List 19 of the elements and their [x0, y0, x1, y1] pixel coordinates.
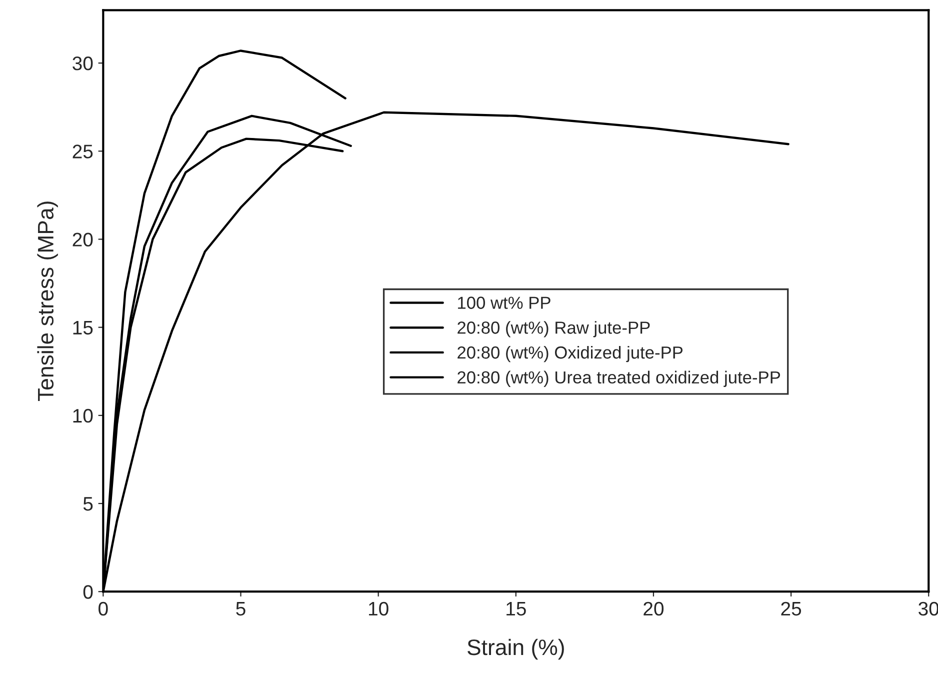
x-tick-label: 5 — [236, 602, 246, 616]
y-tick-label: 5 — [83, 497, 93, 511]
legend-label: 20:80 (wt%) Urea treated oxidized jute-PP — [458, 370, 780, 387]
x-tick-label: 0 — [98, 602, 108, 616]
legend-label: 20:80 (wt%) Oxidized jute-PP — [458, 346, 683, 362]
y-tick-label: 25 — [72, 144, 93, 158]
y-tick-label: 0 — [83, 585, 93, 599]
x-tick-label: 25 — [781, 602, 802, 616]
y-axis-title: Tensile stress (MPa) — [37, 202, 58, 402]
legend-label: 100 wt% PP — [458, 296, 550, 309]
y-tick-label: 10 — [73, 408, 93, 423]
x-axis-title: Strain (%) — [468, 638, 564, 660]
x-tick-label: 15 — [506, 602, 526, 616]
y-tick-label: 15 — [73, 320, 93, 335]
x-tick-label: 10 — [368, 602, 388, 616]
legend-label: 20:80 (wt%) Raw jute-PP — [458, 321, 650, 338]
y-tick-label: 20 — [72, 232, 93, 246]
y-tick-label: 30 — [72, 56, 93, 70]
x-tick-label: 20 — [644, 602, 664, 616]
